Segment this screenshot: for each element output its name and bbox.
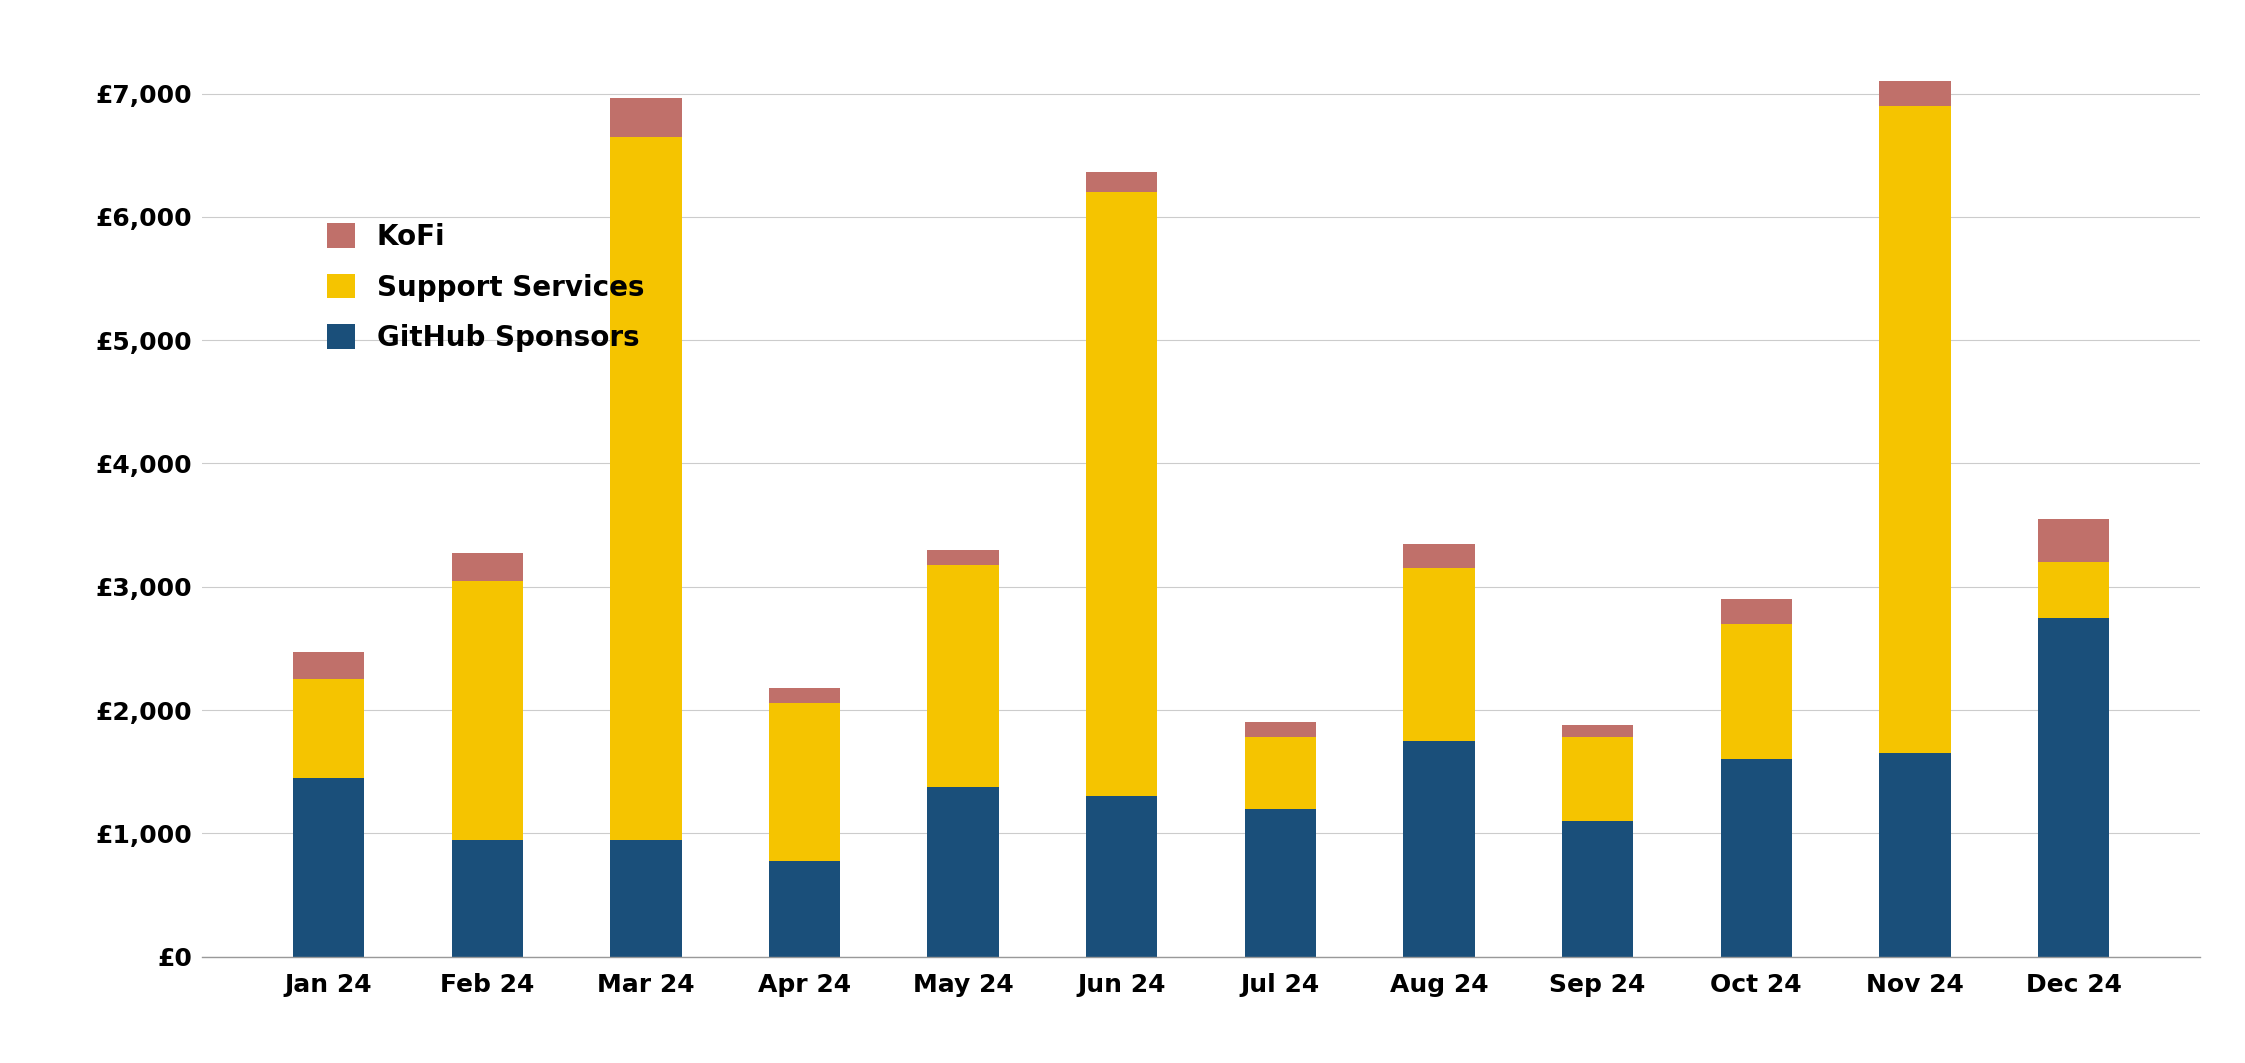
Bar (1563, 821, 1634, 957)
Bar (1720, 759, 1792, 957)
Bar (1403, 543, 1475, 569)
Bar (1879, 754, 1951, 957)
Bar (1563, 725, 1634, 738)
Bar (927, 564, 999, 787)
Bar (1720, 624, 1792, 759)
Bar (1244, 738, 1316, 809)
Bar (1087, 172, 1158, 192)
Bar (2038, 618, 2110, 957)
Bar (611, 99, 682, 137)
Bar (1879, 81, 1951, 106)
Bar (2038, 519, 2110, 562)
Bar (927, 787, 999, 957)
Legend: KoFi, Support Services, GitHub Sponsors: KoFi, Support Services, GitHub Sponsors (317, 213, 656, 362)
Bar (1879, 106, 1951, 754)
Bar (768, 703, 840, 861)
Bar (927, 550, 999, 564)
Bar (1720, 600, 1792, 624)
Bar (1563, 738, 1634, 821)
Bar (611, 840, 682, 957)
Bar (292, 778, 364, 957)
Bar (611, 137, 682, 840)
Bar (292, 679, 364, 778)
Bar (768, 688, 840, 703)
Bar (451, 840, 523, 957)
Bar (1087, 796, 1158, 957)
Bar (1244, 723, 1316, 738)
Bar (451, 580, 523, 840)
Bar (292, 652, 364, 679)
Bar (1244, 809, 1316, 957)
Bar (2038, 562, 2110, 618)
Bar (1403, 569, 1475, 741)
Bar (1087, 192, 1158, 796)
Bar (451, 554, 523, 580)
Bar (768, 861, 840, 957)
Bar (1403, 741, 1475, 957)
